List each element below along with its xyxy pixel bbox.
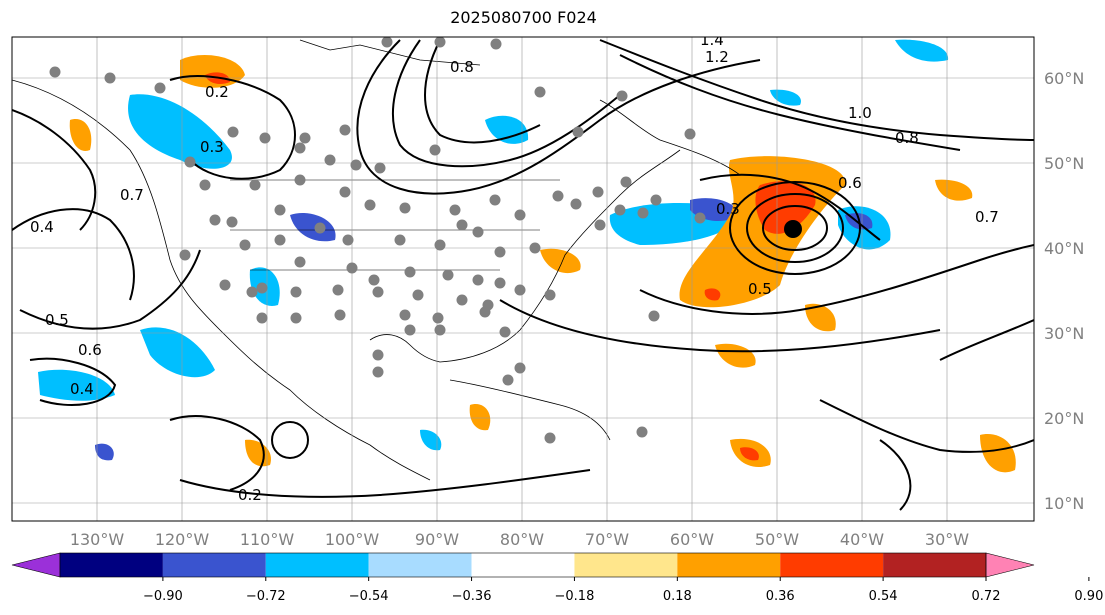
lon-label-130w: 130°W [70, 530, 125, 549]
contour-label: 0.8 [895, 129, 919, 147]
lat-label-50n: 50°N [1044, 154, 1084, 173]
lon-label-80w: 80°W [500, 530, 544, 549]
lat-label-10n: 10°N [1044, 494, 1084, 513]
colorbar-tick-label: −0.90 [143, 589, 183, 604]
colorbar-tick-label: −0.18 [555, 589, 595, 604]
lon-label-70w: 70°W [585, 530, 629, 549]
colorbar-bin [60, 553, 163, 577]
lon-label-30w: 30°W [925, 530, 969, 549]
contour-label: 0.4 [30, 218, 54, 236]
colorbar: −0.90 −0.72 −0.54 −0.36 −0.18 0.18 0.36 0.54 0.7… [11, 552, 1103, 604]
contour-label: 0.2 [238, 486, 262, 504]
colorbar-tick-label: 0.18 [663, 589, 692, 604]
colorbar-extend-max [985, 552, 1035, 578]
colorbar-bin [368, 553, 472, 577]
colorbar-border [59, 552, 987, 578]
contour-label: 1.0 [848, 104, 872, 122]
contour-label: 0.8 [450, 58, 474, 76]
lon-label-100w: 100°W [325, 530, 380, 549]
contour-label: 0.3 [716, 200, 740, 218]
map-content: 0.2 0.3 0.4 0.5 0.6 0.7 0.8 1.0 1.2 1.4 … [12, 31, 1034, 521]
colorbar-bin [780, 553, 884, 577]
contour-label: 0.4 [70, 380, 94, 398]
colorbar-extend-min [11, 552, 61, 578]
colorbar-tick-label: −0.72 [246, 589, 286, 604]
map-title: 2025080700 F024 [450, 8, 597, 27]
colorbar-bin [677, 553, 781, 577]
contour-label: 1.2 [705, 48, 729, 66]
contour-label-group: 0.2 0.3 0.4 0.5 0.6 0.7 0.8 1.0 1.2 1.4 … [30, 31, 999, 504]
lon-label-50w: 50°W [755, 530, 799, 549]
colorbar-bin [265, 553, 369, 577]
colorbar-tick-label: 0.54 [869, 589, 898, 604]
colorbar-bin [574, 553, 678, 577]
contour-label: 0.7 [120, 186, 144, 204]
lon-label-40w: 40°W [840, 530, 884, 549]
colorbar-tick-label: 0.72 [972, 589, 1001, 604]
lat-label-60n: 60°N [1044, 69, 1084, 88]
contour-label: 0.6 [838, 174, 862, 192]
lat-label-20n: 20°N [1044, 409, 1084, 428]
coastlines [12, 39, 741, 481]
colorbar-bin [162, 553, 266, 577]
lat-label-30n: 30°N [1044, 324, 1084, 343]
colorbar-bin [471, 553, 575, 577]
lat-label-40n: 40°N [1044, 239, 1084, 258]
contour-label: 0.3 [200, 138, 224, 156]
colorbar-tick-label: −0.36 [452, 589, 492, 604]
contour-label: 0.5 [45, 311, 69, 329]
contour-label: 0.7 [975, 208, 999, 226]
longitude-labels: 130°W 120°W 110°W 100°W 90°W 80°W 70°W 6… [70, 530, 969, 549]
lon-label-90w: 90°W [415, 530, 459, 549]
station-markers [49, 37, 706, 444]
colorbar-tick-label: −0.54 [349, 589, 389, 604]
storm-center-marker [784, 220, 802, 238]
contour-label: 0.5 [748, 280, 772, 298]
lon-label-110w: 110°W [240, 530, 295, 549]
contour-label: 1.4 [700, 31, 724, 49]
colorbar-tick-label: 0.36 [766, 589, 795, 604]
lon-label-120w: 120°W [155, 530, 210, 549]
colorbar-bin [883, 553, 986, 577]
contour-label: 0.2 [205, 83, 229, 101]
colorbar-tick-label: 0.90 [1074, 589, 1103, 604]
contour-label: 0.6 [78, 341, 102, 359]
latitude-labels: 60°N 50°N 40°N 30°N 20°N 10°N [1044, 69, 1084, 513]
contour-lines [12, 39, 1034, 511]
lon-label-60w: 60°W [670, 530, 714, 549]
map-frame [11, 36, 1035, 522]
